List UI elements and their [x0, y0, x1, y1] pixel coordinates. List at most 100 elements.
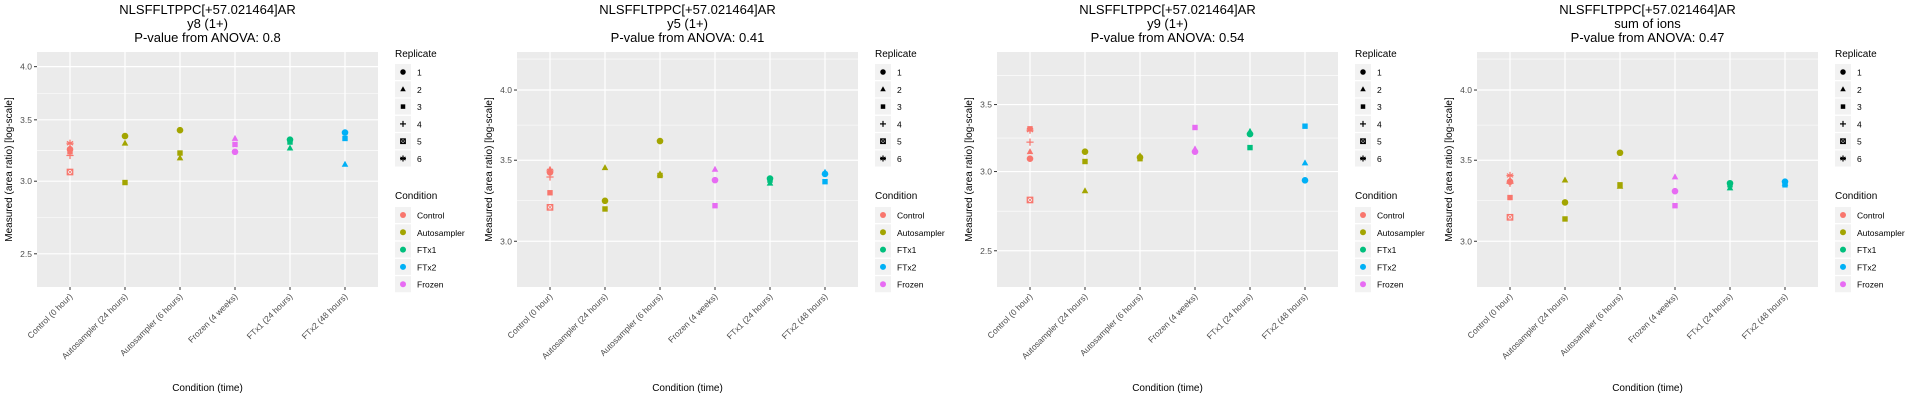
- replicate-3-shape-icon: [880, 104, 886, 109]
- data-point: [1782, 182, 1788, 188]
- data-point: [1507, 194, 1513, 201]
- y-axis-title: Measured (area ratio) [log-scale]: [1444, 97, 1455, 242]
- condition-ftx2-swatch-icon: [400, 263, 406, 270]
- legend-title: Replicate: [1355, 49, 1397, 60]
- legend-label: 6: [1377, 154, 1382, 164]
- chart-title: NLSFFLTPPC[+57.021464]AR: [119, 2, 295, 17]
- data-point: [1246, 127, 1254, 134]
- data-point: [1081, 187, 1089, 194]
- data-point: [657, 172, 663, 179]
- legend-label: Autosampler: [1377, 228, 1425, 238]
- data-point: [176, 154, 184, 161]
- legend-label: 4: [1857, 119, 1862, 129]
- replicate-5-shape-icon: [1360, 138, 1366, 145]
- data-point: [711, 165, 719, 172]
- replicate-4-shape-icon: [400, 120, 406, 127]
- data-point: [121, 139, 129, 146]
- legend-replicate: Replicate 1 2 3 4 5 6: [875, 49, 917, 167]
- x-tick-label: Autosampler (6 hours): [1558, 291, 1625, 358]
- x-tick-label: FTx2 (48 hours): [300, 291, 350, 341]
- legend-label: 5: [1377, 137, 1382, 147]
- replicate-5-shape-icon: [1840, 138, 1846, 145]
- data-point: [122, 179, 128, 186]
- x-tick-label: Autosampler (6 hours): [118, 291, 185, 358]
- replicate-3-shape-icon: [1360, 104, 1366, 109]
- data-point: [341, 129, 349, 136]
- data-point: [1671, 173, 1679, 180]
- x-axis-title: Condition (time): [1132, 383, 1203, 394]
- data-point: [1137, 155, 1143, 162]
- x-tick-label: FTx1 (24 hours): [1205, 291, 1255, 341]
- x-tick-label: FTx2 (48 hours): [780, 291, 830, 341]
- data-point: [601, 164, 609, 171]
- legend-label: 1: [1857, 68, 1862, 78]
- data-point: [67, 149, 73, 155]
- condition-autosampler-swatch-icon: [400, 229, 406, 236]
- legend-label: Control: [1857, 211, 1885, 221]
- data-point: [286, 144, 294, 151]
- condition-ftx2-swatch-icon: [1360, 263, 1366, 270]
- data-point: [231, 134, 239, 141]
- legend-replicate: Replicate 1 2 3 4 5 6: [1835, 49, 1877, 167]
- data-point: [712, 202, 718, 209]
- y-tick-label: 2.5: [980, 246, 992, 256]
- data-point: [711, 176, 719, 184]
- replicate-2-shape-icon: [880, 86, 886, 92]
- y-tick-label: 3.0: [500, 236, 512, 246]
- y-tick-label: 3.5: [20, 115, 32, 125]
- condition-autosampler-swatch-icon: [880, 229, 886, 236]
- data-point: [767, 177, 773, 183]
- replicate-2-shape-icon: [400, 86, 406, 92]
- legend-label: 3: [1377, 102, 1382, 112]
- data-point: [822, 178, 828, 185]
- legend-label: 3: [1857, 102, 1862, 112]
- y-tick-label: 4.0: [1460, 85, 1472, 95]
- replicate-3-shape-icon: [1840, 104, 1846, 109]
- data-point: [1191, 145, 1199, 152]
- legend-condition: Condition Control Autosampler FTx1 FTx2 Froze…: [875, 191, 945, 293]
- chart-pvalue: P-value from ANOVA: 0.47: [1571, 30, 1725, 45]
- data-point: [66, 168, 74, 176]
- legend-label: 4: [1377, 119, 1382, 129]
- x-tick-label: Frozen (4 weeks): [1626, 291, 1680, 345]
- legend-label: FTx1: [1857, 245, 1877, 255]
- legend-label: Frozen: [417, 280, 444, 290]
- data-point: [1301, 159, 1309, 166]
- chart-pvalue: P-value from ANOVA: 0.8: [134, 30, 280, 45]
- legend-label: Frozen: [1377, 280, 1404, 290]
- y-tick-label: 3.0: [20, 176, 32, 186]
- data-point: [546, 203, 554, 211]
- legend-label: 1: [897, 68, 902, 78]
- data-point: [1026, 138, 1034, 146]
- data-point: [66, 144, 74, 151]
- legend-condition: Condition Control Autosampler FTx1 FTx2 Froze…: [395, 191, 465, 293]
- chart-pvalue: P-value from ANOVA: 0.41: [611, 30, 765, 45]
- legend-condition: Condition Control Autosampler FTx1 FTx2 Froze…: [1355, 191, 1425, 293]
- legend-label: 6: [417, 154, 422, 164]
- legend-label: 1: [417, 68, 422, 78]
- legend-label: Control: [897, 211, 925, 221]
- data-point: [1301, 177, 1309, 184]
- x-tick-label: FTx1 (24 hours): [245, 291, 295, 341]
- chart-title: NLSFFLTPPC[+57.021464]AR: [599, 2, 775, 17]
- chart-panel-4: NLSFFLTPPC[+57.021464]AR sum of ions P-val…: [1440, 0, 1920, 400]
- y-axis-title: Measured (area ratio) [log-scale]: [4, 97, 15, 242]
- condition-frozen-swatch-icon: [400, 281, 406, 288]
- legend-label: Control: [417, 211, 445, 221]
- legend-label: 2: [897, 85, 902, 95]
- data-point: [1081, 148, 1089, 156]
- data-point: [546, 167, 554, 175]
- data-point: [66, 151, 74, 160]
- legend-label: FTx2: [1377, 262, 1397, 272]
- y-tick-label: 3.5: [500, 155, 512, 165]
- x-axis-title: Condition (time): [172, 383, 243, 394]
- data-points: [1506, 149, 1789, 222]
- data-point: [1026, 148, 1034, 155]
- data-point: [341, 160, 349, 167]
- data-point: [1672, 202, 1678, 209]
- x-tick-label: FTx1 (24 hours): [1685, 291, 1735, 341]
- chart-panel-3: NLSFFLTPPC[+57.021464]AR y9 (1+) P-value f…: [960, 0, 1440, 400]
- condition-control-swatch-icon: [400, 212, 406, 218]
- x-tick-label: Frozen (4 weeks): [1146, 291, 1200, 345]
- plot-background: [1477, 52, 1818, 287]
